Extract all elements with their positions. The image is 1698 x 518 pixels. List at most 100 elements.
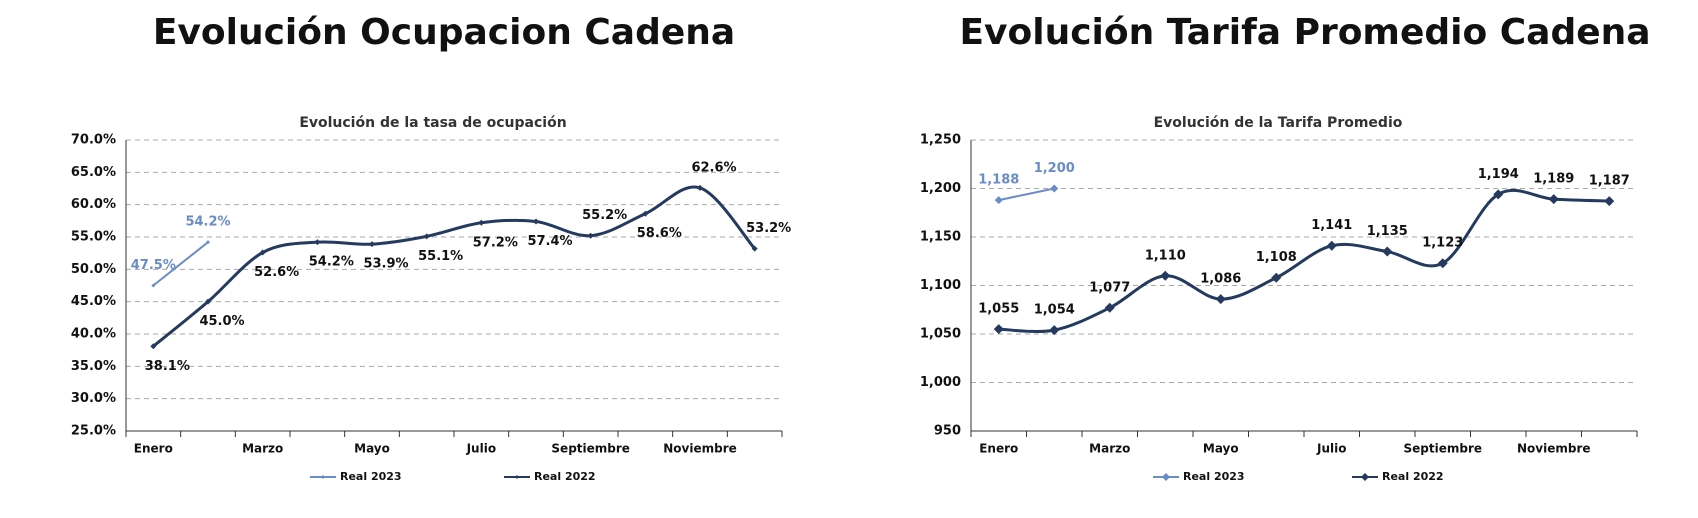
data-point bbox=[478, 219, 485, 226]
data-label: 1,188 bbox=[978, 173, 1019, 188]
data-label: 1,054 bbox=[1034, 303, 1075, 318]
y-tick-label: 60.0% bbox=[71, 197, 116, 212]
data-point bbox=[1050, 184, 1059, 193]
data-label: 1,141 bbox=[1311, 218, 1352, 233]
legend-label: Real 2022 bbox=[1382, 470, 1444, 483]
x-tick-label: Julio bbox=[1316, 442, 1346, 456]
data-point bbox=[423, 233, 430, 240]
data-label: 1,086 bbox=[1200, 272, 1241, 287]
series-line bbox=[998, 188, 1610, 333]
data-label: 55.2% bbox=[582, 208, 627, 223]
series-line bbox=[152, 241, 209, 287]
x-tick-label: Mayo bbox=[354, 442, 390, 456]
data-label: 1,055 bbox=[978, 302, 1019, 317]
x-tick-label: Noviembre bbox=[663, 442, 737, 456]
y-tick-label: 45.0% bbox=[71, 294, 116, 309]
data-point bbox=[994, 196, 1003, 205]
y-tick-label: 40.0% bbox=[71, 327, 116, 342]
data-label: 55.1% bbox=[418, 249, 463, 264]
data-label: 53.2% bbox=[746, 221, 791, 236]
chart-title: Evolución de la Tarifa Promedio bbox=[1154, 115, 1403, 131]
data-point bbox=[642, 210, 649, 217]
data-point bbox=[206, 240, 210, 245]
data-label: 52.6% bbox=[254, 265, 299, 280]
data-label: 1,200 bbox=[1034, 161, 1075, 176]
y-tick-label: 25.0% bbox=[71, 424, 116, 439]
data-point bbox=[587, 232, 594, 239]
data-label: 57.4% bbox=[527, 234, 572, 249]
data-label: 53.9% bbox=[363, 257, 408, 272]
y-tick-label: 70.0% bbox=[71, 133, 116, 148]
data-label: 1,108 bbox=[1256, 250, 1297, 265]
legend-label: Real 2022 bbox=[534, 470, 596, 483]
data-label: 62.6% bbox=[691, 160, 736, 175]
data-label: 54.2% bbox=[309, 255, 354, 270]
legend-label: Real 2023 bbox=[1183, 470, 1245, 483]
y-tick-label: 1,200 bbox=[920, 181, 961, 196]
data-point bbox=[1104, 302, 1115, 313]
data-label: 1,194 bbox=[1478, 167, 1519, 182]
chart-heading: Evolución Ocupacion Cadena bbox=[153, 12, 735, 53]
x-tick-label: Septiembre bbox=[551, 442, 630, 456]
data-point bbox=[151, 283, 156, 288]
data-label: 1,077 bbox=[1089, 280, 1130, 295]
data-point bbox=[697, 184, 703, 191]
data-point bbox=[533, 218, 539, 225]
data-label: 57.2% bbox=[473, 235, 518, 250]
chart-heading: Evolución Tarifa Promedio Cadena bbox=[959, 12, 1650, 53]
data-point bbox=[1215, 294, 1226, 305]
data-label: 1,187 bbox=[1589, 174, 1630, 189]
data-label: 1,189 bbox=[1533, 172, 1574, 187]
data-point bbox=[1326, 240, 1337, 251]
legend-marker bbox=[1361, 473, 1369, 481]
chart-title: Evolución de la tasa de ocupación bbox=[299, 115, 566, 131]
data-label: 1,135 bbox=[1367, 224, 1408, 239]
y-tick-label: 1,000 bbox=[920, 375, 961, 390]
legend-marker bbox=[1162, 473, 1170, 481]
data-label: 47.5% bbox=[131, 258, 176, 273]
data-point bbox=[369, 241, 375, 248]
data-point bbox=[314, 239, 321, 246]
y-tick-label: 1,100 bbox=[920, 278, 961, 293]
data-point bbox=[1493, 189, 1504, 200]
series-line bbox=[152, 185, 756, 348]
data-label: 45.0% bbox=[199, 314, 244, 329]
y-tick-label: 950 bbox=[934, 424, 961, 439]
legend-label: Real 2023 bbox=[340, 470, 402, 483]
y-tick-label: 1,150 bbox=[920, 230, 961, 245]
y-tick-label: 30.0% bbox=[71, 391, 116, 406]
data-point bbox=[150, 343, 157, 350]
x-tick-label: Mayo bbox=[1203, 442, 1239, 456]
data-point bbox=[993, 324, 1004, 335]
legend-marker bbox=[515, 475, 519, 479]
series-line bbox=[998, 187, 1055, 202]
data-label: 1,110 bbox=[1145, 248, 1186, 263]
y-tick-label: 35.0% bbox=[71, 359, 116, 374]
x-tick-label: Enero bbox=[134, 442, 173, 456]
y-tick-label: 1,250 bbox=[920, 133, 961, 148]
data-label: 58.6% bbox=[637, 226, 682, 241]
x-tick-label: Julio bbox=[466, 442, 496, 456]
x-tick-label: Marzo bbox=[1089, 442, 1130, 456]
data-point bbox=[205, 298, 211, 305]
legend-marker bbox=[321, 475, 325, 479]
data-point bbox=[1382, 246, 1393, 257]
data-point bbox=[1160, 270, 1171, 281]
y-tick-label: 1,050 bbox=[920, 327, 961, 342]
data-label: 1,123 bbox=[1422, 236, 1463, 251]
data-point bbox=[1271, 272, 1282, 283]
x-tick-label: Marzo bbox=[242, 442, 283, 456]
y-tick-label: 50.0% bbox=[71, 262, 116, 277]
x-tick-label: Enero bbox=[979, 442, 1018, 456]
data-point bbox=[1548, 194, 1559, 205]
y-tick-label: 55.0% bbox=[71, 230, 116, 245]
data-point bbox=[1049, 325, 1060, 336]
x-tick-label: Septiembre bbox=[1403, 442, 1482, 456]
data-point bbox=[1437, 258, 1448, 269]
data-point bbox=[751, 245, 758, 252]
y-tick-label: 65.0% bbox=[71, 165, 116, 180]
data-label: 54.2% bbox=[185, 215, 230, 230]
x-tick-label: Noviembre bbox=[1517, 442, 1591, 456]
data-point bbox=[259, 249, 266, 256]
